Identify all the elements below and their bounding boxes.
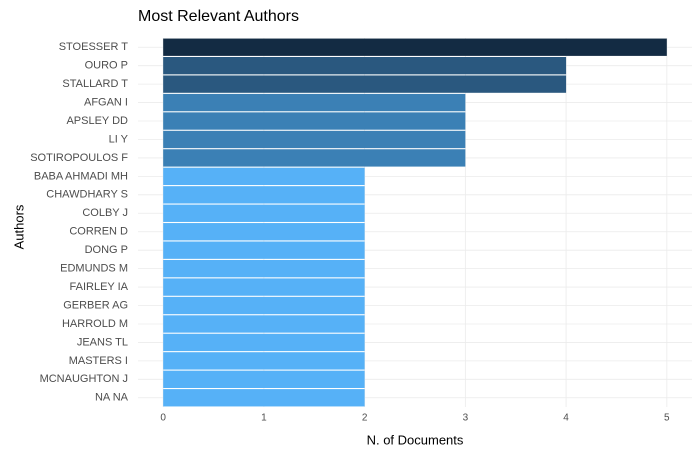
y-tick-label: CHAWDHARY S	[46, 189, 128, 201]
y-tick-label: OURO P	[85, 60, 128, 72]
bar	[163, 38, 667, 56]
y-tick-label: APSLEY DD	[66, 115, 128, 127]
y-tick-label: EDMUNDS M	[60, 263, 128, 275]
y-tick-label: GERBER AG	[63, 299, 128, 311]
x-tick-label: 2	[362, 413, 368, 424]
x-tick-label: 5	[664, 413, 670, 424]
bar	[163, 241, 365, 259]
y-tick-label: MCNAUGHTON J	[40, 373, 128, 385]
bar	[163, 93, 466, 112]
bar	[163, 149, 466, 167]
y-tick-label: STOESSER T	[59, 41, 129, 53]
y-tick-label: CORREN D	[69, 226, 128, 238]
y-tick-label: SOTIROPOULOS F	[30, 152, 128, 164]
bar	[163, 352, 365, 370]
x-axis-title: N. of Documents	[367, 432, 464, 447]
y-tick-label: HARROLD M	[62, 318, 128, 330]
bar	[163, 389, 365, 407]
bar	[163, 278, 365, 296]
y-tick-label: MASTERS I	[69, 355, 128, 367]
y-tick-label: JEANS TL	[77, 336, 128, 348]
y-tick-label: BABA AHMADI MH	[34, 170, 128, 182]
y-tick-label: DONG P	[85, 244, 128, 256]
bar	[163, 333, 365, 352]
y-tick-label: FAIRLEY IA	[70, 281, 129, 293]
bar	[163, 112, 466, 130]
bar	[163, 57, 567, 75]
bar	[163, 315, 365, 333]
bar	[163, 186, 365, 204]
chart-title: Most Relevant Authors	[138, 8, 299, 25]
x-tick-label: 4	[563, 413, 569, 424]
bar	[163, 204, 365, 222]
y-tick-label: LI Y	[109, 133, 129, 145]
y-tick-label: COLBY J	[82, 207, 128, 219]
x-tick-label: 0	[160, 413, 166, 424]
bar	[163, 75, 567, 93]
y-tick-label: AFGAN I	[84, 96, 128, 108]
bar	[163, 370, 365, 388]
y-tick-label: STALLARD T	[62, 78, 128, 90]
bar	[163, 223, 365, 241]
x-tick-label: 1	[261, 413, 267, 424]
x-tick-label: 3	[463, 413, 469, 424]
bar	[163, 167, 365, 186]
bar	[163, 296, 365, 315]
bar	[163, 130, 466, 149]
y-tick-label: NA NA	[95, 392, 129, 404]
y-axis-title: Authors	[11, 204, 26, 249]
bar	[163, 259, 365, 278]
